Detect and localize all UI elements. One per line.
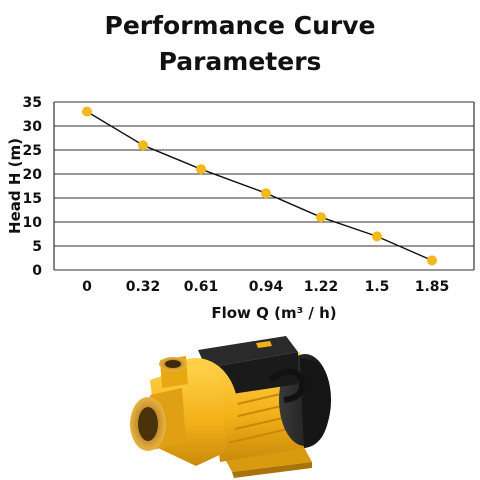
y-tick-label: 20 <box>23 167 43 183</box>
x-tick-label: 0.32 <box>126 279 161 295</box>
pump-inlet <box>130 388 186 451</box>
x-tick-label: 0 <box>82 279 92 295</box>
y-tick-label: 35 <box>23 95 42 111</box>
data-point <box>261 188 271 199</box>
data-point <box>427 255 437 266</box>
x-tick-label: 0.94 <box>249 279 284 295</box>
x-tick-label: 1.22 <box>304 279 339 295</box>
x-tick-label: 1.5 <box>365 279 390 295</box>
y-tick-label: 30 <box>23 119 43 135</box>
data-point <box>82 106 92 117</box>
performance-chart: 0 5 10 15 20 25 30 35 0 0.32 0.61 0.94 1.22 1.5 1.85 Fl… <box>6 95 475 322</box>
y-axis-label: Head H (m) <box>6 138 24 234</box>
chart-title: Performance Curve Parameters <box>0 8 480 80</box>
x-tick-label: 0.61 <box>184 279 219 295</box>
data-point <box>316 212 326 223</box>
y-tick-label: 25 <box>23 143 42 159</box>
title-line-2: Parameters <box>158 47 322 76</box>
y-tick-label: 5 <box>32 239 42 255</box>
title-line-1: Performance Curve <box>104 11 376 40</box>
x-axis-label: Flow Q (m³ / h) <box>211 304 336 322</box>
y-tick-label: 10 <box>23 215 43 231</box>
data-point <box>372 231 382 242</box>
data-point <box>196 164 206 175</box>
x-tick-label: 1.85 <box>415 279 450 295</box>
y-tick-label: 15 <box>23 191 42 207</box>
y-tick-label: 0 <box>32 263 42 279</box>
data-point <box>138 140 148 151</box>
